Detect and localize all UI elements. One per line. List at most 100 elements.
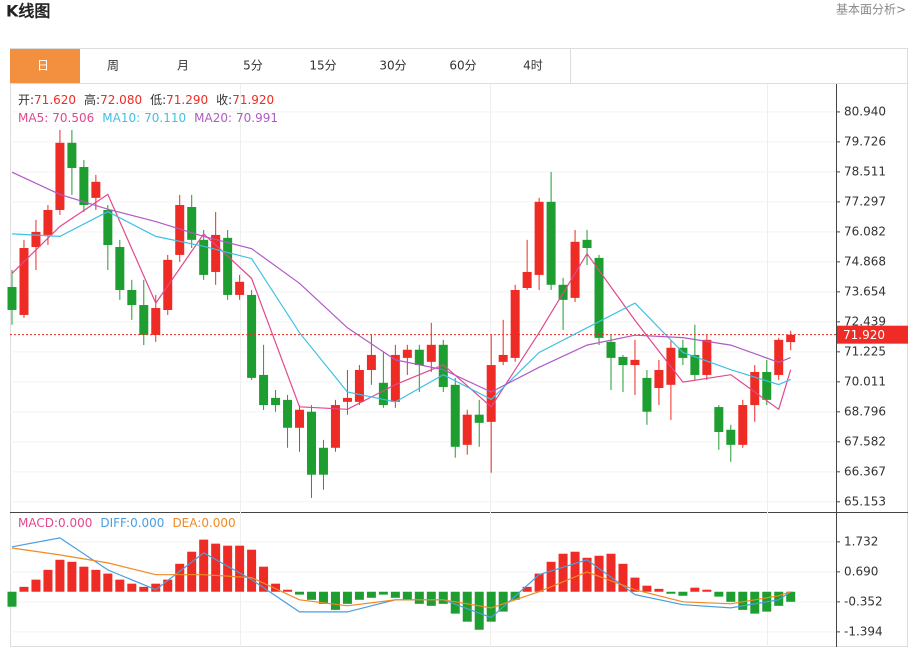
candle-body xyxy=(786,334,796,343)
candle-body xyxy=(342,397,352,402)
macd-bar xyxy=(318,591,328,604)
macd-bar xyxy=(606,553,616,592)
candle-body xyxy=(318,447,328,475)
y-tick-label: 72.439 xyxy=(844,314,886,328)
macd-bar xyxy=(558,553,568,592)
tab[interactable] xyxy=(360,49,430,83)
macd-bar xyxy=(714,591,724,597)
candle-body xyxy=(750,371,760,406)
last-price-label: 71.920 xyxy=(843,328,885,342)
candle-body xyxy=(283,399,293,428)
macd-bar xyxy=(127,583,137,592)
tab[interactable] xyxy=(500,49,570,83)
candle-body xyxy=(271,397,281,406)
macd-bar xyxy=(139,586,149,592)
candle-body xyxy=(115,247,125,290)
macd-bar xyxy=(223,545,233,592)
legend-name: MA20: xyxy=(194,111,232,125)
macd-bar xyxy=(211,543,221,592)
candle-body xyxy=(67,142,77,168)
candle-body xyxy=(295,409,305,428)
y-tick-label: 65.153 xyxy=(844,494,886,508)
legend-name: 低: xyxy=(150,93,166,107)
macd-bar xyxy=(702,589,712,592)
macd-bar xyxy=(163,579,173,592)
indicator-line xyxy=(11,547,791,609)
macd-bar xyxy=(594,555,604,592)
macd-bar xyxy=(390,591,400,598)
candle-body xyxy=(151,308,161,335)
tab-label[interactable]: 周 xyxy=(107,59,119,73)
tab-active[interactable] xyxy=(10,49,80,83)
tab[interactable] xyxy=(80,49,150,83)
candle-body xyxy=(127,289,137,306)
macd-bar xyxy=(498,591,508,612)
candle-body xyxy=(330,405,340,448)
legend-value: 70.991 xyxy=(236,111,278,125)
legend-name: DEA: xyxy=(172,516,201,530)
legend-name: 高: xyxy=(84,92,100,107)
y-tick-label: 79.726 xyxy=(844,134,886,148)
tab-label[interactable]: 日 xyxy=(37,59,49,73)
candle-body xyxy=(762,371,772,400)
indicator-line xyxy=(11,211,791,403)
y-tick-label: -0.352 xyxy=(844,594,883,608)
legend-value: 0.000 xyxy=(58,516,92,530)
candle-body xyxy=(390,354,400,402)
y-tick-label: 78.511 xyxy=(844,164,886,178)
candle-body xyxy=(247,294,257,378)
legend-name: 收: xyxy=(216,93,232,107)
macd-bar xyxy=(19,586,29,592)
candle-body xyxy=(582,239,592,248)
tab-label[interactable]: 60分 xyxy=(449,59,476,73)
tab-label[interactable]: 30分 xyxy=(379,59,406,73)
macd-bar xyxy=(103,573,113,592)
macd-bar xyxy=(450,591,460,614)
y-tick-label: 77.297 xyxy=(844,194,886,208)
legend-value: 71.290 xyxy=(166,93,208,107)
candle-body xyxy=(510,289,520,358)
candle-body xyxy=(594,257,604,338)
candle-body xyxy=(187,207,197,240)
candle-body xyxy=(175,205,185,255)
tab[interactable] xyxy=(150,49,220,83)
tab[interactable] xyxy=(220,49,290,83)
macd-bar xyxy=(486,591,496,622)
candle-body xyxy=(774,339,784,375)
candle-body xyxy=(211,234,221,272)
tab-label[interactable]: 5分 xyxy=(243,59,263,73)
macd-bar xyxy=(342,591,352,604)
tab[interactable] xyxy=(290,49,360,83)
macd-bar xyxy=(414,591,424,604)
tab-label[interactable]: 4时 xyxy=(523,59,543,73)
candle-body xyxy=(7,287,17,310)
y-tick-label: 76.082 xyxy=(844,224,886,238)
analysis-link[interactable]: 基本面分析> xyxy=(836,3,906,17)
candle-body xyxy=(618,356,628,366)
tab-label[interactable]: 15分 xyxy=(309,59,336,73)
macd-bar xyxy=(199,539,209,592)
y-tick-label: 73.654 xyxy=(844,284,886,298)
candle-body xyxy=(450,384,460,447)
y-tick-label: 1.732 xyxy=(844,534,878,548)
candle-body xyxy=(726,429,736,445)
macd-bar xyxy=(271,583,281,592)
candle-body xyxy=(690,354,700,375)
plot: 80.940 79.726 78.511 77.297 76.082 74.868 73.6… xyxy=(7,92,908,638)
legend-value: 70.110 xyxy=(144,111,186,125)
candle-body xyxy=(378,382,388,406)
candle-body xyxy=(55,142,65,210)
candle-body xyxy=(43,209,53,235)
legend: MA5: 70.506 MA10: 70.110 MA20: 70.991 xyxy=(18,111,278,125)
macd-bar xyxy=(354,591,364,600)
legend-name: 开: xyxy=(18,93,34,107)
macd-bar xyxy=(235,545,245,592)
tab[interactable] xyxy=(430,49,500,83)
macd-bar xyxy=(666,591,676,594)
candle-body xyxy=(91,181,101,198)
tab-label[interactable]: 月 xyxy=(177,59,189,73)
macd-bar xyxy=(31,579,41,592)
legend-name: DIFF: xyxy=(100,516,130,530)
macd-bar xyxy=(7,591,17,607)
candle-body xyxy=(570,241,580,298)
